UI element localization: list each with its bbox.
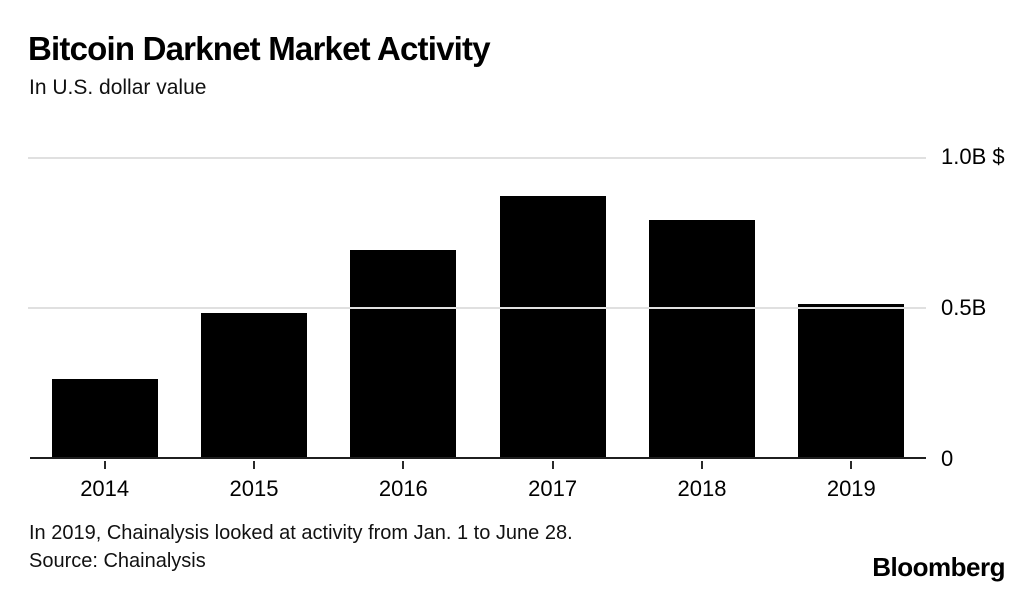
bar-slot-2018 [627, 157, 776, 457]
x-tick-2018 [700, 461, 703, 469]
x-tick-slot-2018 [627, 461, 776, 469]
bar-2016 [350, 250, 457, 457]
bar-2014 [51, 379, 158, 457]
x-axis-ticks [30, 461, 926, 469]
plot-area [28, 157, 926, 459]
y-axis: 1.0B $ 0.5B 0 [941, 144, 1021, 471]
bar-2019 [798, 304, 905, 457]
bloomberg-logo: Bloomberg [872, 552, 1005, 582]
bar-slot-2014 [30, 157, 179, 457]
footer: In 2019, Chainalysis looked at activity … [29, 519, 573, 575]
bar-slot-2015 [179, 157, 328, 457]
x-tick-label-2019: 2019 [826, 476, 876, 501]
source-line: Source: Chainalysis [29, 550, 206, 572]
y-tick-label-0.5B: 0.5B [941, 295, 987, 320]
chart-subtitle: In U.S. dollar value [29, 76, 207, 99]
x-tick-slot-2019 [777, 461, 926, 469]
x-tick-slot-2017 [478, 461, 627, 469]
bar-2015 [200, 313, 307, 457]
bar-2017 [499, 196, 606, 457]
x-tick-2014 [103, 461, 106, 469]
x-tick-2017 [551, 461, 554, 469]
x-tick-slot-2014 [30, 461, 179, 469]
y-tick-label-0: 0 [941, 446, 954, 471]
x-tick-label-2017: 2017 [528, 476, 578, 501]
x-tick-slot-2016 [329, 461, 478, 469]
bar-slot-2019 [777, 157, 926, 457]
x-tick-2015 [252, 461, 255, 469]
x-tick-label-2018: 2018 [677, 476, 727, 501]
x-tick-label-2014: 2014 [80, 476, 130, 501]
x-tick-label-2016: 2016 [378, 476, 428, 501]
bar-slot-2016 [329, 157, 478, 457]
x-tick-slot-2015 [179, 461, 328, 469]
y-tick-label-1.0B $: 1.0B $ [941, 144, 1005, 169]
x-tick-label-2015: 2015 [229, 476, 279, 501]
bar-2018 [648, 220, 755, 457]
x-axis-labels: 2014 2015 2016 2017 2018 2019 [30, 476, 926, 502]
gridline-1.0B $ [28, 157, 926, 159]
footnote: In 2019, Chainalysis looked at activity … [29, 522, 573, 544]
x-tick-2016 [402, 461, 405, 469]
x-tick-2019 [850, 461, 853, 469]
bars-row [30, 157, 926, 457]
bar-slot-2017 [478, 157, 627, 457]
chart-title: Bitcoin Darknet Market Activity [28, 30, 491, 67]
gridline-0.5B [28, 307, 926, 309]
